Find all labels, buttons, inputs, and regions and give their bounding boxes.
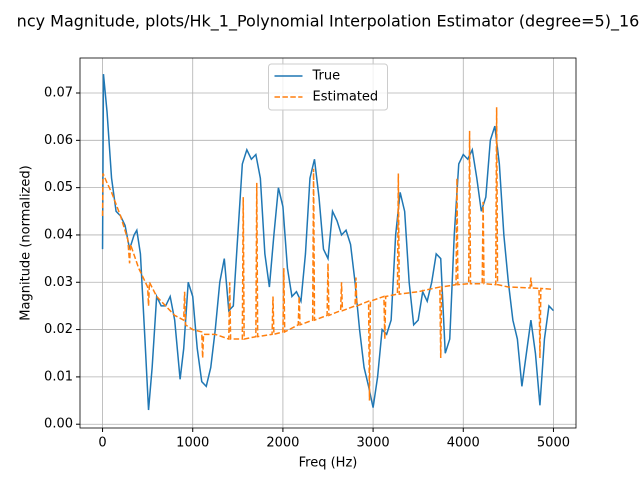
x-tick-label: 4000 [447, 436, 480, 451]
data-line [101, 74, 554, 411]
y-tick-label: 0.01 [44, 369, 73, 384]
y-tick-label: 0.06 [44, 133, 73, 148]
y-axis-label: Magnitude (normalized) [19, 165, 34, 320]
x-tick-label: 5000 [537, 436, 570, 451]
plot-frame [79, 57, 577, 429]
chart-title: ncy Magnitude, plots/Hk_1_Polynomial Int… [17, 12, 640, 32]
y-tick-label: 0.00 [44, 417, 73, 432]
x-tick-label: 1000 [176, 436, 209, 451]
data-line [101, 107, 554, 401]
y-tick-label: 0.02 [44, 322, 73, 337]
x-tick-label: 3000 [357, 436, 390, 451]
legend-label: Estimated [313, 90, 379, 105]
y-tick-label: 0.04 [44, 227, 73, 242]
legend: True Estimated [268, 63, 388, 111]
y-tick-label: 0.07 [44, 86, 73, 101]
x-tick-label: 2000 [266, 436, 299, 451]
legend-label: True [312, 69, 341, 84]
y-tick-label: 0.03 [44, 275, 73, 290]
x-axis-label: Freq (Hz) [299, 456, 358, 471]
y-tick-label: 0.05 [44, 180, 73, 195]
x-tick-label: 0 [98, 436, 106, 451]
